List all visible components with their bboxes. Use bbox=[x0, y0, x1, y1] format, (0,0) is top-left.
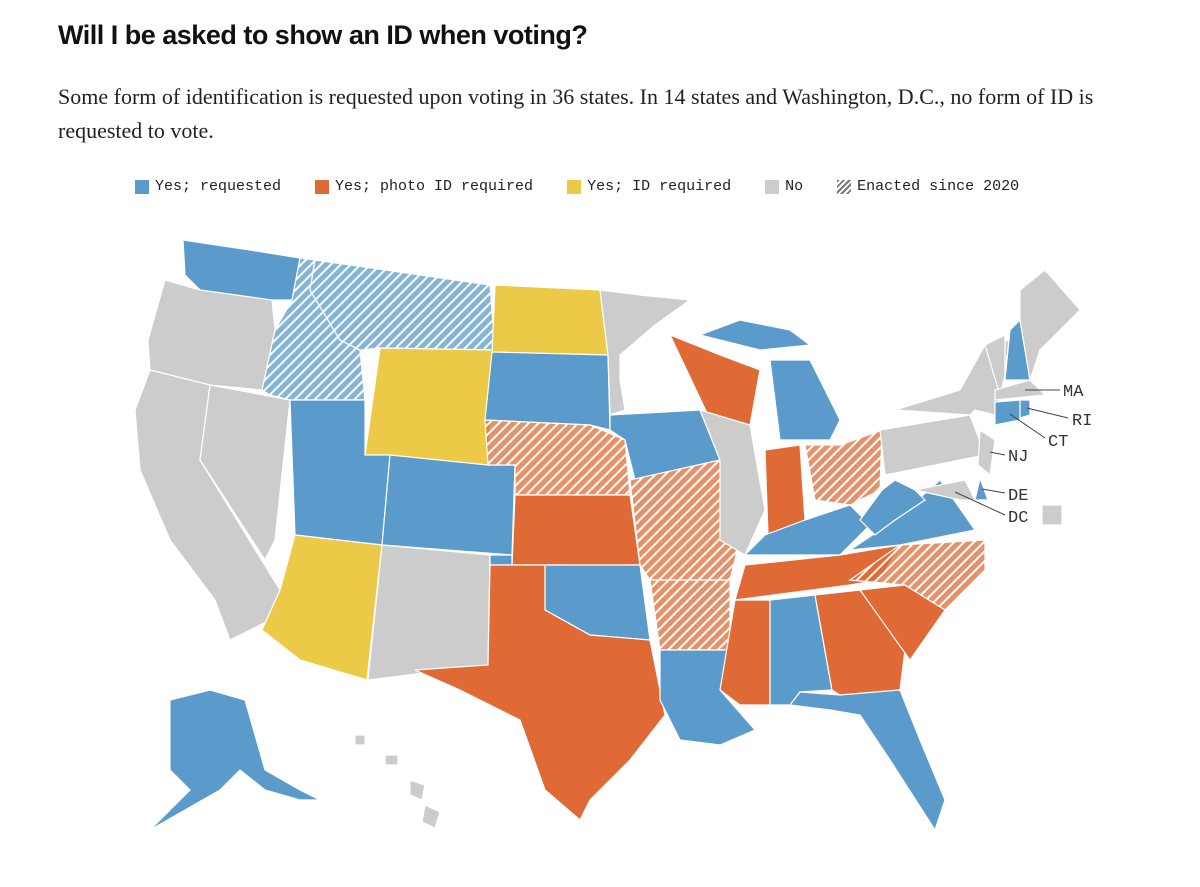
legend-label: Yes; photo ID required bbox=[335, 178, 534, 195]
state-label: DE bbox=[1008, 487, 1028, 506]
state bbox=[697, 319, 812, 351]
state bbox=[764, 444, 806, 536]
states bbox=[134, 239, 1081, 832]
legend-item: Enacted since 2020 bbox=[837, 178, 1019, 195]
legend-label: No bbox=[785, 178, 804, 195]
state bbox=[859, 479, 926, 536]
legend-item: No bbox=[765, 178, 803, 195]
state bbox=[149, 689, 321, 831]
legend-swatch bbox=[135, 179, 149, 194]
legend-swatch bbox=[837, 179, 852, 194]
state bbox=[421, 804, 441, 829]
state bbox=[384, 754, 399, 766]
state-label: MA bbox=[1063, 383, 1084, 402]
legend-item: Yes; ID required bbox=[567, 178, 731, 195]
state bbox=[381, 454, 516, 556]
state bbox=[974, 475, 989, 501]
state bbox=[364, 347, 496, 466]
state bbox=[649, 579, 731, 651]
legend-label: Yes; ID required bbox=[587, 178, 732, 195]
state bbox=[367, 544, 491, 681]
state bbox=[879, 414, 986, 476]
state bbox=[1019, 399, 1031, 419]
legend-item: Yes; photo ID required bbox=[315, 178, 533, 195]
legend-label: Yes; requested bbox=[155, 178, 282, 195]
legend-swatch bbox=[315, 179, 330, 194]
state bbox=[994, 379, 1047, 401]
state bbox=[199, 384, 291, 562]
state bbox=[484, 351, 611, 431]
state bbox=[354, 734, 366, 746]
state bbox=[511, 494, 641, 566]
leaders bbox=[954, 389, 1069, 516]
subtitle: Some form of identification is requested… bbox=[58, 84, 1094, 143]
state bbox=[788, 689, 946, 832]
legend: Yes; requested Yes; photo ID required Yes;… bbox=[135, 178, 1019, 195]
state bbox=[491, 284, 609, 356]
legend-swatch bbox=[567, 179, 582, 194]
state bbox=[1019, 269, 1081, 381]
state bbox=[414, 564, 666, 821]
state-label: NJ bbox=[1008, 448, 1028, 467]
state bbox=[1041, 504, 1063, 526]
legend-swatch bbox=[765, 179, 780, 194]
state bbox=[409, 779, 426, 801]
title: Will I be asked to show an ID when votin… bbox=[58, 20, 588, 50]
state bbox=[804, 429, 883, 506]
state bbox=[994, 399, 1021, 426]
state bbox=[599, 289, 692, 416]
state-label: DC bbox=[1008, 509, 1028, 528]
state bbox=[261, 534, 383, 681]
state bbox=[719, 599, 771, 706]
legend-item: Yes; requested bbox=[135, 178, 281, 195]
legend-label: Enacted since 2020 bbox=[857, 178, 1020, 195]
state bbox=[977, 428, 996, 477]
state-label: RI bbox=[1072, 412, 1092, 431]
state-label: CT bbox=[1048, 433, 1068, 452]
state bbox=[769, 359, 841, 441]
state bbox=[309, 259, 496, 351]
